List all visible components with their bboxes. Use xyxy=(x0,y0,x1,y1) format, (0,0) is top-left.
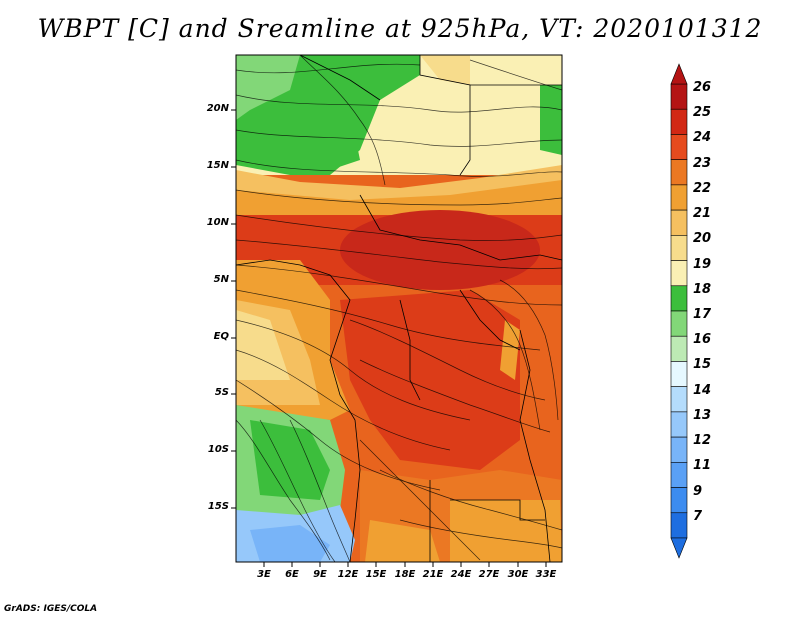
lon-label-33e: 33E xyxy=(535,569,557,580)
lat-label-20n: 20N xyxy=(206,103,229,114)
lat-ticks xyxy=(231,109,236,509)
colorbar-swatch xyxy=(670,462,688,488)
colorbar-swatch xyxy=(670,487,688,514)
colorbar-tick-label: 14 xyxy=(693,382,712,398)
lon-label-12e: 12E xyxy=(337,569,359,580)
colorbar-tick-label: 11 xyxy=(693,458,712,474)
colorbar-tick-label: 12 xyxy=(693,433,712,449)
colorbar-swatch xyxy=(670,436,688,463)
colorbar-swatch xyxy=(670,335,688,362)
colorbar-tick-label: 23 xyxy=(693,155,712,171)
lat-label-15s: 15S xyxy=(207,501,229,512)
colorbar-tick-label: 22 xyxy=(693,180,712,196)
colorbar-swatch xyxy=(670,108,688,135)
colorbar-tick-label: 7 xyxy=(693,508,703,524)
colorbar-tick-label: 21 xyxy=(693,206,712,222)
colorbar-tick-label: 20 xyxy=(693,231,712,247)
colorbar-tick-label: 13 xyxy=(693,407,712,423)
lon-label-9e: 9E xyxy=(313,569,327,580)
lon-label-21e: 21E xyxy=(422,569,444,580)
lon-ticks xyxy=(263,562,547,567)
colorbar-swatch xyxy=(670,235,688,261)
colorbar-tick-label: 19 xyxy=(693,256,712,272)
lat-label-10n: 10N xyxy=(206,217,229,228)
colorbar-tick-label: 15 xyxy=(693,357,712,373)
colorbar-swatch xyxy=(670,310,688,337)
lon-label-15e: 15E xyxy=(365,569,387,580)
colorbar-swatch xyxy=(670,512,688,539)
lon-label-6e: 6E xyxy=(285,569,299,580)
lon-label-30e: 30E xyxy=(507,569,529,580)
streamlines xyxy=(235,54,563,563)
colorbar-swatch xyxy=(670,411,688,438)
country-borders xyxy=(235,54,563,563)
colorbar-swatch xyxy=(670,159,688,186)
colorbar-tick-label: 9 xyxy=(693,483,703,499)
lon-label-3e: 3E xyxy=(257,569,271,580)
lon-label-24e: 24E xyxy=(450,569,472,580)
colorbar-max-arrow xyxy=(670,63,688,85)
lat-label-15n: 15N xyxy=(206,160,229,171)
colorbar-swatch xyxy=(670,386,688,413)
colorbar-min-arrow xyxy=(670,537,688,559)
lat-label-5n: 5N xyxy=(213,274,229,285)
colorbar-swatch xyxy=(670,184,688,211)
colorbar-tick-label: 24 xyxy=(693,130,712,146)
colorbar-tick-label: 17 xyxy=(693,307,712,322)
chart-title: WBPT [C] and Sreamline at 925hPa, VT: 20… xyxy=(37,14,763,43)
colorbar-swatch xyxy=(670,361,688,387)
map-field xyxy=(236,55,562,562)
colorbar-tick-label: 18 xyxy=(693,281,712,297)
colorbar-swatch xyxy=(670,134,688,160)
map-frame xyxy=(235,54,563,563)
lon-label-18e: 18E xyxy=(394,569,416,580)
colorbar-swatch xyxy=(670,260,688,287)
colorbar-swatch xyxy=(670,83,688,110)
footer-credit: GrADS: IGES/COLA xyxy=(4,604,98,614)
lat-label-10s: 10S xyxy=(207,444,229,455)
colorbar-tick-label: 25 xyxy=(693,105,712,121)
colorbar-tick-label: 26 xyxy=(693,80,712,95)
lat-label-5s: 5S xyxy=(214,387,229,398)
lat-label-eq: EQ xyxy=(213,331,229,342)
colorbar xyxy=(670,63,688,559)
colorbar-swatch xyxy=(670,209,688,236)
colorbar-swatch xyxy=(670,285,688,312)
lon-label-27e: 27E xyxy=(478,569,500,580)
colorbar-tick-label: 16 xyxy=(693,332,712,348)
